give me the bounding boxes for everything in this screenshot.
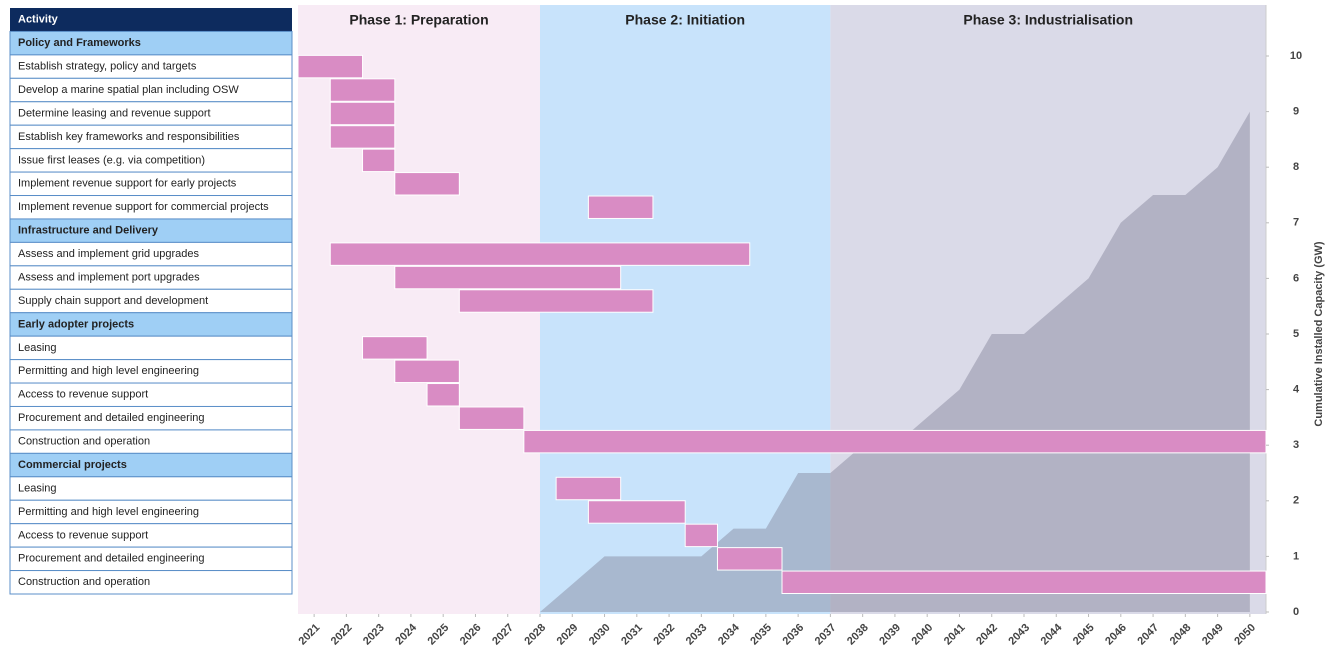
x-tick-label: 2035 xyxy=(748,622,774,648)
gantt-bar xyxy=(362,336,428,360)
x-tick-label: 2046 xyxy=(1103,622,1129,648)
gantt-bar xyxy=(394,359,460,384)
x-tick-label: 2041 xyxy=(942,622,968,648)
y-tick-label: 1 xyxy=(1293,550,1299,562)
x-tick-label: 2034 xyxy=(716,621,742,647)
section-label: Policy and Frameworks xyxy=(18,37,141,49)
activity-label: Access to revenue support xyxy=(18,389,148,401)
x-tick-label: 2049 xyxy=(1200,622,1226,648)
activity-label: Assess and implement grid upgrades xyxy=(18,248,199,260)
y-tick-label: 9 xyxy=(1293,106,1299,118)
y-tick-label: 10 xyxy=(1290,50,1302,62)
gantt-bar xyxy=(458,289,654,313)
activity-label: Assess and implement port upgrades xyxy=(18,271,200,283)
gantt-bar xyxy=(329,242,751,266)
table-header-label: Activity xyxy=(18,14,59,26)
section-label: Early adopter projects xyxy=(18,318,134,330)
x-tick-label: 2028 xyxy=(522,622,548,648)
activity-label: Construction and operation xyxy=(18,576,150,588)
section-label: Commercial projects xyxy=(18,459,127,471)
activity-label: Permitting and high level engineering xyxy=(18,506,199,518)
gantt-bar xyxy=(394,265,622,290)
x-tick-label: 2025 xyxy=(426,622,452,648)
x-tick-label: 2027 xyxy=(490,622,516,648)
gantt-bar xyxy=(297,54,364,79)
y-tick-label: 3 xyxy=(1293,439,1299,451)
gantt-bar xyxy=(587,195,654,219)
x-tick-label: 2043 xyxy=(1006,622,1032,648)
y-tick-label: 7 xyxy=(1293,217,1299,229)
gantt-bar xyxy=(458,406,525,430)
y-tick-label: 6 xyxy=(1293,272,1299,284)
activity-label: Establish key frameworks and responsibil… xyxy=(18,131,240,143)
activity-label: Implement revenue support for early proj… xyxy=(18,178,237,190)
gantt-bar xyxy=(426,383,460,407)
gantt-bar xyxy=(684,523,718,548)
phase-title: Phase 1: Preparation xyxy=(349,12,488,28)
table-row xyxy=(9,570,293,595)
x-tick-label: 2023 xyxy=(361,622,387,648)
gantt-bar xyxy=(587,500,686,524)
phase-title: Phase 3: Industrialisation xyxy=(963,12,1133,28)
x-tick-label: 2037 xyxy=(813,622,839,648)
activity-label: Develop a marine spatial plan including … xyxy=(18,84,239,96)
activity-label: Permitting and high level engineering xyxy=(18,365,199,377)
phase-band xyxy=(830,5,1266,614)
activity-label: Leasing xyxy=(18,342,57,354)
x-tick-label: 2033 xyxy=(684,622,710,648)
x-tick-label: 2032 xyxy=(651,622,677,648)
gantt-bar xyxy=(362,148,396,173)
capacity-area xyxy=(540,111,1250,612)
table-header xyxy=(10,8,292,32)
x-tick-label: 2048 xyxy=(1168,622,1194,648)
y-axis-title: Cumulative Installed Capacity (GW) xyxy=(1313,241,1325,427)
gantt-bar xyxy=(329,125,396,149)
phase-title: Phase 2: Initiation xyxy=(625,12,745,28)
y-tick-label: 4 xyxy=(1293,384,1300,396)
activity-label: Construction and operation xyxy=(18,436,150,448)
activity-label: Access to revenue support xyxy=(18,529,148,541)
x-tick-label: 2044 xyxy=(1039,621,1065,647)
x-tick-label: 2042 xyxy=(974,622,1000,648)
x-tick-label: 2024 xyxy=(393,621,419,647)
activity-label: Determine leasing and revenue support xyxy=(18,107,211,119)
x-tick-label: 2031 xyxy=(619,622,645,648)
activity-label: Supply chain support and development xyxy=(18,295,208,307)
gantt-bar xyxy=(394,172,460,196)
x-tick-label: 2050 xyxy=(1232,622,1258,648)
activity-label: Issue first leases (e.g. via competition… xyxy=(18,154,205,166)
gantt-bar xyxy=(329,78,396,102)
x-tick-label: 2040 xyxy=(910,622,936,648)
x-tick-label: 2036 xyxy=(781,622,807,648)
y-tick-label: 8 xyxy=(1293,161,1299,173)
activity-label: Leasing xyxy=(18,482,57,494)
x-tick-label: 2029 xyxy=(555,622,581,648)
x-tick-label: 2022 xyxy=(329,622,355,648)
section-label: Infrastructure and Delivery xyxy=(18,225,159,237)
activity-label: Establish strategy, policy and targets xyxy=(18,61,197,73)
x-tick-label: 2047 xyxy=(1135,622,1161,648)
x-tick-label: 2045 xyxy=(1071,622,1097,648)
gantt-bar xyxy=(329,101,396,126)
x-tick-label: 2026 xyxy=(458,622,484,648)
x-tick-label: 2021 xyxy=(297,622,323,648)
x-tick-label: 2038 xyxy=(845,622,871,648)
gantt-bar xyxy=(555,476,622,501)
gantt-bar xyxy=(523,429,1267,454)
y-tick-label: 5 xyxy=(1293,328,1299,340)
activity-label: Procurement and detailed engineering xyxy=(18,553,205,565)
activity-label: Procurement and detailed engineering xyxy=(18,412,205,424)
x-tick-label: 2039 xyxy=(877,622,903,648)
gantt-bar xyxy=(716,547,783,571)
activity-label: Implement revenue support for commercial… xyxy=(18,201,269,213)
y-tick-label: 2 xyxy=(1293,495,1299,507)
x-tick-label: 2030 xyxy=(587,622,613,648)
gantt-bar xyxy=(781,570,1267,594)
y-tick-label: 0 xyxy=(1293,606,1299,618)
